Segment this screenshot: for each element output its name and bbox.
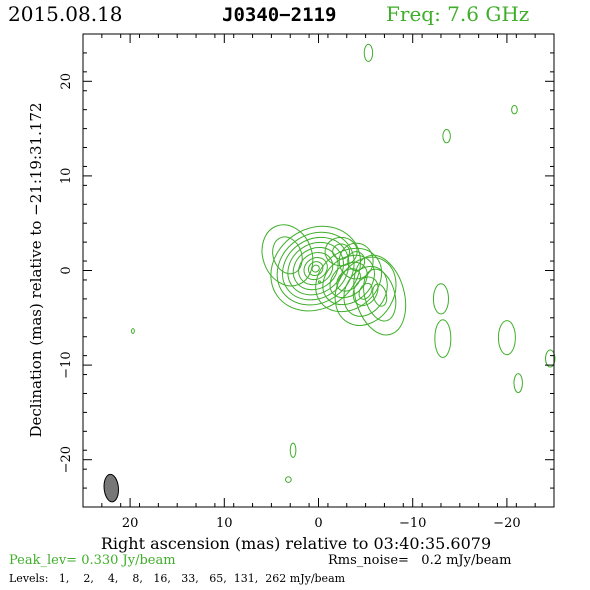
contour-2-1 <box>343 265 388 317</box>
y-tick-label: 0 <box>59 266 74 274</box>
contour-1-1 <box>322 254 375 306</box>
contour-layer <box>131 43 556 483</box>
contour-5-1 <box>332 243 351 260</box>
contour-blob-0 <box>363 43 374 62</box>
observation-date: 2015.08.18 <box>8 2 123 26</box>
contour-0-6 <box>303 257 328 281</box>
x-tick-label: −20 <box>493 516 520 531</box>
contour-6-1 <box>347 251 366 272</box>
contour-blob-6 <box>513 373 523 394</box>
contour-blob-1 <box>511 104 518 115</box>
contour-0-0 <box>270 225 361 312</box>
contour-1-0 <box>315 247 383 313</box>
y-tick-label: 20 <box>59 73 74 90</box>
contour-blob-10 <box>289 442 297 458</box>
contour-0-8 <box>311 264 320 273</box>
contour-blob-4 <box>434 319 452 359</box>
contour-4-0 <box>261 224 314 287</box>
contour-levels: Levels: 1, 2, 4, 8, 16, 33, 65, 131, 262… <box>9 572 346 585</box>
contour-6-0 <box>338 242 374 280</box>
contour-0-3 <box>287 241 344 296</box>
peak-level: Peak_lev= 0.330 Jy/beam <box>9 553 176 568</box>
x-axis-label: Right ascension (mas) relative to 03:40:… <box>101 534 491 553</box>
restoring-beam <box>103 473 119 503</box>
x-tick-label: 0 <box>314 516 322 531</box>
contour-4-1 <box>272 236 303 275</box>
contour-0-7 <box>307 261 324 277</box>
source-name: J0340−2119 <box>222 4 337 26</box>
contour-2-0 <box>334 256 397 326</box>
y-tick-label: −10 <box>59 351 74 378</box>
beam-layer <box>103 473 119 503</box>
axis-ticks <box>82 33 555 508</box>
y-tick-label: 10 <box>59 168 74 185</box>
x-tick-label: 10 <box>216 516 233 531</box>
contour-blob-3 <box>432 283 449 315</box>
contour-blob-2 <box>442 129 451 144</box>
x-tick-label: 20 <box>122 516 139 531</box>
y-tick-label: −20 <box>59 446 74 473</box>
contour-3-1 <box>363 268 397 322</box>
frequency-label: Freq: 7.6 GHz <box>386 2 530 26</box>
tick-labels: 20 10 0 −10 −20 20 10 0 −10 −20 <box>59 73 521 531</box>
contour-blob-9 <box>317 280 321 284</box>
contour-3-0 <box>353 254 407 336</box>
contour-3-2 <box>372 283 388 307</box>
contour-blob-8 <box>131 328 135 334</box>
contour-1-2 <box>329 261 368 299</box>
contour-blob-5 <box>497 320 516 356</box>
rms-noise: Rms_noise= 0.2 mJy/beam <box>328 553 512 568</box>
contour-2-3 <box>358 282 373 300</box>
x-tick-label: −10 <box>399 516 426 531</box>
contour-blob-7 <box>545 349 556 368</box>
contour-blob-11 <box>285 476 292 483</box>
contour-2-2 <box>352 276 379 307</box>
y-axis-label: Declination (mas) relative to −21:19:31.… <box>27 102 45 437</box>
